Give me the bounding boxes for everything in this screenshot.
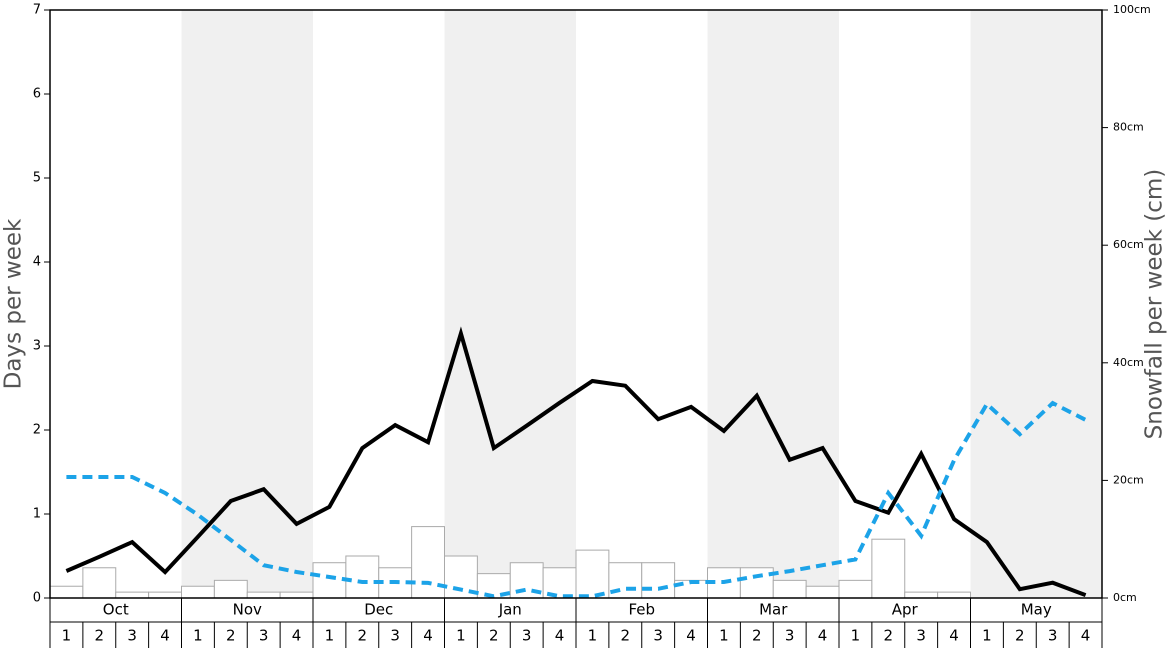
bar bbox=[279, 591, 314, 599]
y-tick-label: 5 bbox=[33, 171, 41, 186]
bar bbox=[345, 555, 380, 599]
bar bbox=[805, 585, 840, 599]
x-tick-label: 1 bbox=[719, 627, 729, 645]
x-tick-label: 1 bbox=[325, 627, 335, 645]
x-tick-label: 4 bbox=[160, 627, 170, 645]
x-tick-label: 3 bbox=[522, 627, 532, 645]
y-axis-label: Days per week bbox=[1, 218, 27, 389]
x-tick-label: 3 bbox=[127, 627, 137, 645]
x-tick-label: 4 bbox=[1081, 627, 1091, 645]
x-tick-label: 3 bbox=[390, 627, 400, 645]
x-tick-label: 1 bbox=[588, 627, 598, 645]
bar bbox=[838, 579, 873, 599]
x-tick-label: 4 bbox=[949, 627, 959, 645]
y-tick-label: 1 bbox=[33, 507, 41, 522]
month-label: Nov bbox=[233, 601, 262, 619]
bar bbox=[772, 579, 807, 599]
bar bbox=[82, 567, 117, 599]
x-tick-label: 2 bbox=[95, 627, 105, 645]
y2-tick-label: 100cm bbox=[1113, 3, 1151, 16]
bar bbox=[246, 591, 281, 599]
y-tick-label: 2 bbox=[33, 423, 41, 438]
x-tick-label: 1 bbox=[456, 627, 466, 645]
bar bbox=[641, 562, 676, 599]
x-tick-label: 2 bbox=[1015, 627, 1025, 645]
bar bbox=[213, 579, 248, 599]
x-tick-label: 1 bbox=[62, 627, 72, 645]
y2-tick-label: 20cm bbox=[1113, 473, 1144, 486]
bar bbox=[411, 526, 445, 599]
month-shade bbox=[181, 10, 313, 598]
y-tick-label: 7 bbox=[33, 3, 41, 18]
bar bbox=[871, 538, 906, 599]
bar bbox=[49, 585, 84, 599]
month-shade bbox=[444, 10, 576, 598]
x-tick-label: 4 bbox=[818, 627, 828, 645]
line-series bbox=[65, 326, 1087, 597]
y2-axis-label: Snowfall per week (cm) bbox=[1142, 169, 1168, 440]
y-tick-label: 6 bbox=[33, 87, 41, 102]
month-label: Mar bbox=[759, 601, 788, 619]
x-tick-label: 2 bbox=[489, 627, 499, 645]
bar bbox=[181, 585, 215, 599]
month-label: Jan bbox=[498, 601, 522, 619]
x-tick-label: 3 bbox=[916, 627, 926, 645]
y2-tick-label: 60cm bbox=[1113, 238, 1144, 251]
x-tick-label: 2 bbox=[621, 627, 631, 645]
x-tick-label: 1 bbox=[851, 627, 861, 645]
bar bbox=[575, 549, 610, 599]
bar bbox=[739, 567, 774, 599]
x-tick-label: 3 bbox=[653, 627, 663, 645]
bar bbox=[937, 591, 971, 599]
bar bbox=[904, 591, 939, 599]
month-label: Dec bbox=[364, 601, 393, 619]
y-tick-label: 3 bbox=[33, 339, 41, 354]
y-tick-label: 4 bbox=[33, 255, 41, 270]
x-tick-label: 4 bbox=[423, 627, 433, 645]
bar bbox=[115, 591, 150, 599]
x-tick-label: 2 bbox=[752, 627, 762, 645]
x-tick-label: 3 bbox=[259, 627, 269, 645]
x-tick-label: 3 bbox=[785, 627, 795, 645]
x-tick-label: 4 bbox=[686, 627, 696, 645]
x-tick-label: 1 bbox=[982, 627, 992, 645]
x-tick-label: 2 bbox=[884, 627, 894, 645]
x-tick-label: 3 bbox=[1048, 627, 1058, 645]
y2-tick-label: 80cm bbox=[1113, 121, 1144, 134]
month-shade bbox=[970, 10, 1102, 598]
bar bbox=[312, 562, 347, 599]
month-label: Oct bbox=[103, 601, 129, 619]
month-label: May bbox=[1021, 601, 1052, 619]
x-tick-label: 4 bbox=[555, 627, 565, 645]
x-tick-label: 2 bbox=[226, 627, 236, 645]
x-tick-label: 2 bbox=[358, 627, 368, 645]
month-label: Feb bbox=[628, 601, 655, 619]
x-tick-label: 4 bbox=[292, 627, 302, 645]
month-shade bbox=[707, 10, 839, 598]
y-tick-label: 0 bbox=[33, 591, 41, 606]
month-label: Apr bbox=[892, 601, 919, 619]
y2-tick-label: 40cm bbox=[1113, 356, 1144, 369]
bar bbox=[148, 591, 182, 599]
x-tick-label: 1 bbox=[193, 627, 203, 645]
y2-tick-label: 0cm bbox=[1113, 591, 1137, 604]
